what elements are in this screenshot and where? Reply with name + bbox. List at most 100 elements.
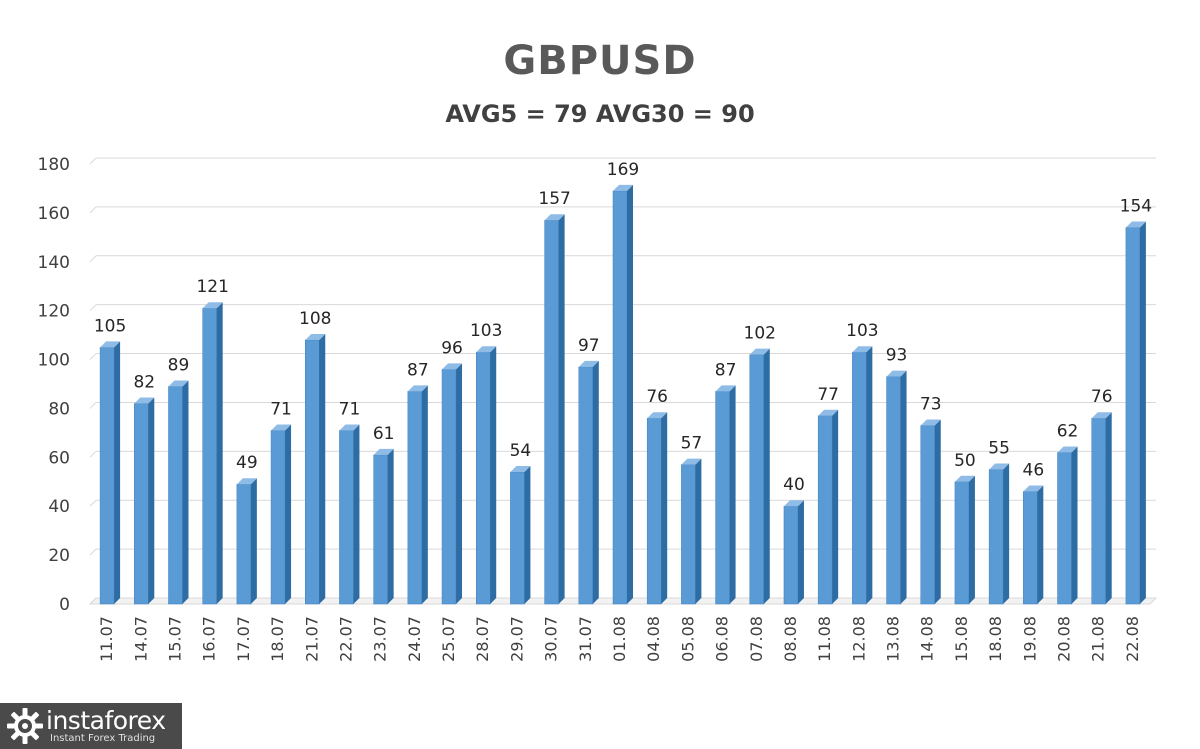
bar-group <box>305 334 326 605</box>
bar <box>236 483 252 605</box>
x-tick-label: 22.08 <box>1123 616 1142 662</box>
bar-group <box>646 412 668 605</box>
bar-group <box>681 458 702 605</box>
bar-group <box>373 448 394 605</box>
bar-side <box>592 360 599 604</box>
bar-top <box>202 302 223 309</box>
bar <box>681 464 696 605</box>
bar-side <box>182 380 189 604</box>
y-tick-label: 80 <box>48 399 70 419</box>
bar <box>270 430 286 605</box>
data-label: 108 <box>299 309 331 329</box>
bar-group <box>886 370 907 605</box>
bar-side <box>114 341 121 604</box>
bar-group <box>475 346 497 605</box>
x-tick-label: 30.07 <box>542 616 561 662</box>
bar <box>339 430 354 605</box>
data-label: 89 <box>168 355 190 375</box>
gridline-depth <box>89 548 97 556</box>
x-tick-label: 08.08 <box>781 616 800 662</box>
bar-top <box>920 419 941 426</box>
bar <box>510 471 525 605</box>
bar-top <box>681 458 702 465</box>
bar-group <box>441 363 463 605</box>
data-label: 105 <box>94 316 126 336</box>
x-tick-label: 22.07 <box>336 616 355 662</box>
bar <box>202 307 217 605</box>
y-tick-label: 0 <box>59 595 70 615</box>
bar-group <box>99 341 121 605</box>
data-label: 54 <box>510 441 532 461</box>
y-tick-label: 40 <box>48 497 70 517</box>
bar <box>749 354 765 605</box>
x-tick-label: 29.07 <box>507 616 526 662</box>
bar-side <box>319 334 326 604</box>
x-tick-label: 16.07 <box>200 616 219 662</box>
bar-top <box>578 360 599 367</box>
bar-top <box>544 214 565 221</box>
bar <box>715 391 730 605</box>
bar-top <box>373 448 394 455</box>
bar-side <box>387 448 394 604</box>
bar-side <box>524 466 531 604</box>
data-label: 71 <box>270 399 292 419</box>
bar <box>1057 452 1072 605</box>
x-tick-label: 21.08 <box>1089 616 1108 662</box>
data-label: 76 <box>1091 387 1113 407</box>
gridline-depth <box>89 402 97 409</box>
x-tick-label: 06.08 <box>713 616 732 662</box>
data-label: 49 <box>236 453 258 473</box>
data-label: 82 <box>133 373 155 393</box>
bar-top <box>886 370 907 377</box>
y-tick-label: 120 <box>38 302 70 322</box>
x-tick-label: 11.08 <box>815 616 834 662</box>
gridline-depth <box>89 597 97 605</box>
bar-group <box>1057 446 1078 605</box>
bar-top <box>852 346 873 353</box>
x-tick-label: 05.08 <box>678 616 697 662</box>
bar-top <box>1125 221 1146 228</box>
bar-top <box>818 409 839 416</box>
bar-side <box>729 385 736 604</box>
bar-group <box>339 424 360 605</box>
data-label: 50 <box>954 451 976 471</box>
bar-top <box>613 184 633 191</box>
bar-side <box>250 478 257 604</box>
bar-top <box>715 385 736 392</box>
x-axis: 11.07 14.07 15.07 16.07 17.07 18.07 21.07 22.07… <box>97 616 1142 662</box>
chart-title: GBPUSD <box>503 38 697 84</box>
x-tick-label: 18.07 <box>268 616 287 662</box>
data-label: 62 <box>1057 421 1079 441</box>
x-tick-label: 23.07 <box>371 616 390 662</box>
x-tick-label: 17.07 <box>234 616 253 662</box>
bar-group <box>134 397 155 605</box>
bar-group <box>1023 485 1044 605</box>
bar-top <box>989 463 1010 470</box>
bar-top <box>442 363 463 370</box>
bar <box>612 190 628 605</box>
bar-group <box>407 385 428 605</box>
y-tick-label: 180 <box>38 155 70 175</box>
instaforex-logo-icon <box>7 708 43 744</box>
x-tick-label: 11.07 <box>97 616 116 662</box>
x-tick-label: 15.07 <box>165 616 184 662</box>
bar-side <box>1037 485 1044 604</box>
x-tick-label: 14.07 <box>131 616 150 662</box>
data-label: 169 <box>607 160 639 180</box>
bar <box>99 347 115 605</box>
data-label: 87 <box>715 360 737 380</box>
bar-group <box>578 360 599 605</box>
bar <box>544 219 559 605</box>
y-tick-label: 20 <box>48 546 70 566</box>
x-tick-label: 01.08 <box>610 616 629 662</box>
data-label: 77 <box>817 385 839 405</box>
y-tick-label: 160 <box>38 204 70 224</box>
data-label: 40 <box>783 475 805 495</box>
bar-side <box>695 458 702 604</box>
bar-side <box>285 424 292 604</box>
bar-group <box>852 346 873 605</box>
bar-top <box>1023 485 1044 492</box>
data-label: 46 <box>1023 461 1045 481</box>
bar <box>407 391 423 605</box>
